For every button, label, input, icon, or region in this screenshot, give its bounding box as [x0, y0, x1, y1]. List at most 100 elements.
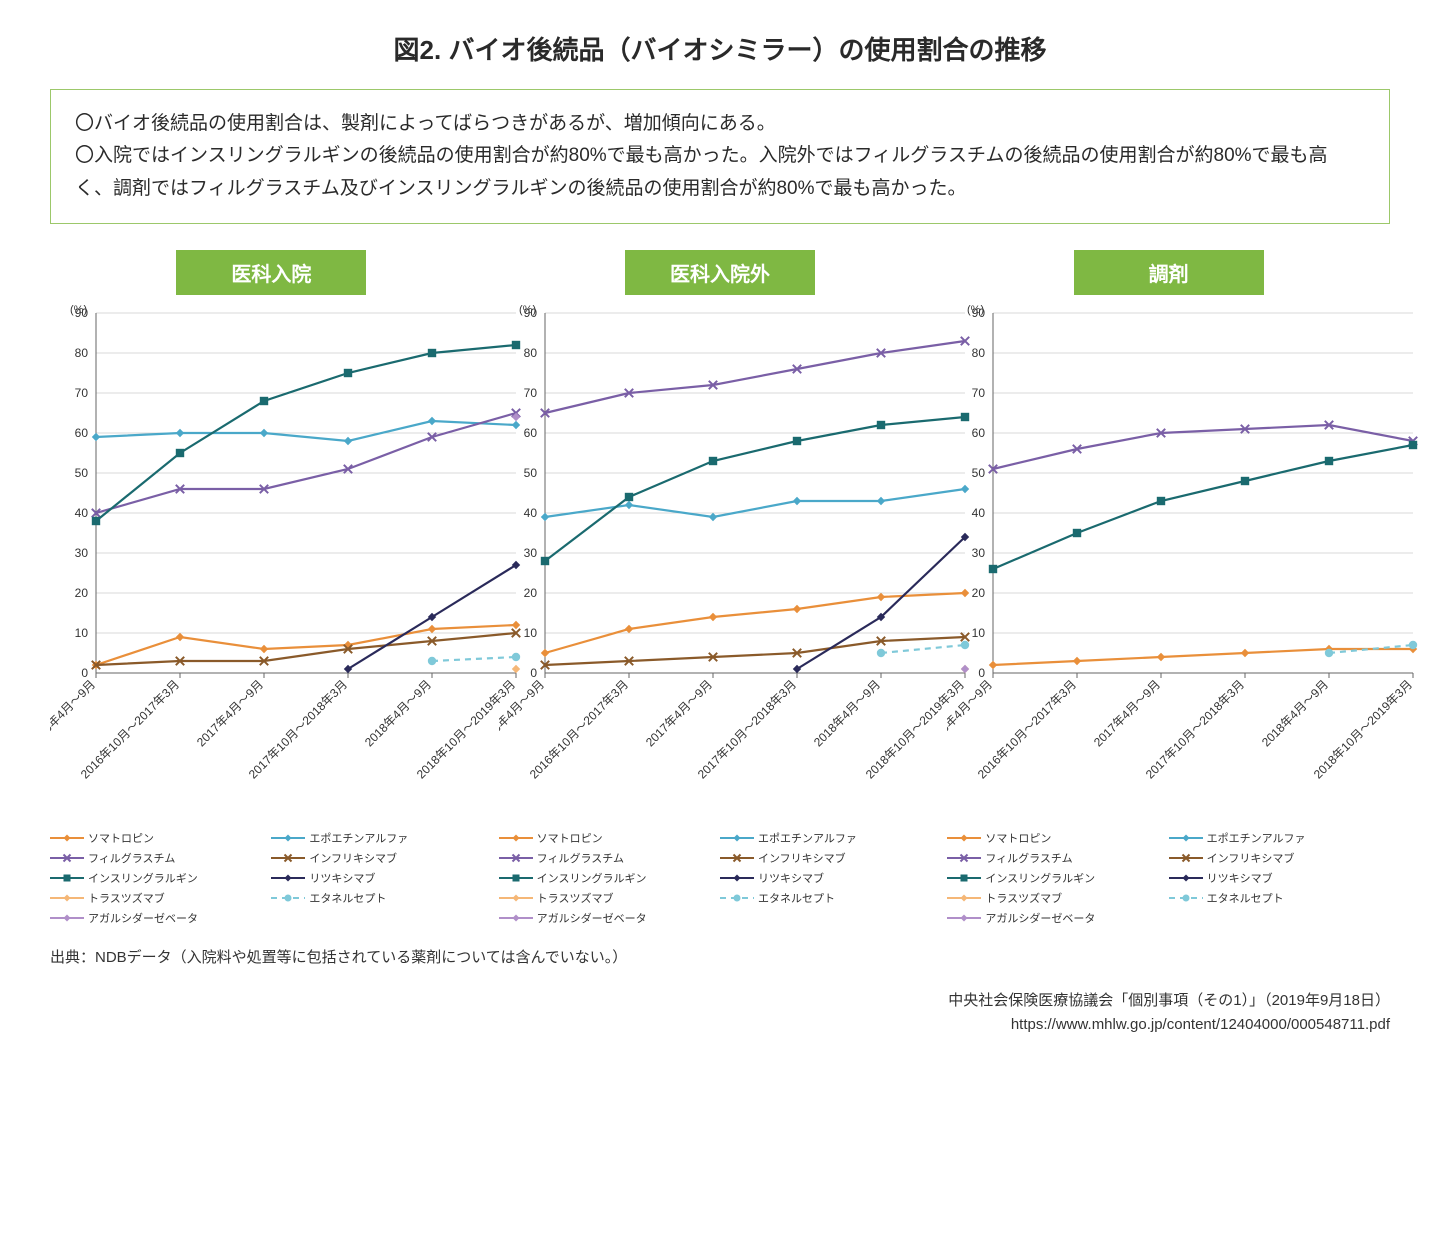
series-somatropin	[545, 593, 965, 653]
legend-item-insulin: インスリングラルギン	[499, 868, 720, 888]
legend-item-epoetin: エポエチンアルファ	[720, 828, 941, 848]
svg-text:20: 20	[523, 586, 537, 600]
legend-label-filgrastim: フィルグラスチム	[537, 850, 624, 866]
series-insulin	[993, 445, 1413, 569]
legend-label-infliximab: インフリキシマブ	[1207, 850, 1295, 866]
svg-text:10: 10	[75, 626, 89, 640]
panel-title-2: 調剤	[1074, 250, 1264, 295]
legend-2: ソマトロピン エポエチンアルファ フィルグラスチム インフリキシマブ インスリン…	[947, 828, 1390, 928]
series-filgrastim	[545, 341, 965, 413]
svg-text:2018年4月～9月: 2018年4月～9月	[362, 677, 434, 749]
series-somatropin	[96, 625, 516, 665]
legend-label-rituximab: リツキシマブ	[758, 870, 824, 886]
legend-swatch-etanercept	[1169, 892, 1203, 904]
legend-swatch-rituximab	[720, 872, 754, 884]
legend-item-filgrastim: フィルグラスチム	[499, 848, 720, 868]
panel-title-0: 医科入院	[176, 250, 366, 295]
summary-box: 〇バイオ後続品の使用割合は、製剤によってばらつきがあるが、増加傾向にある。 〇入…	[50, 89, 1390, 224]
legend-item-rituximab: リツキシマブ	[271, 868, 492, 888]
series-infliximab	[96, 633, 516, 665]
legend-swatch-rituximab	[271, 872, 305, 884]
legend-label-trastuzumab: トラスツズマブ	[985, 890, 1062, 906]
legend-label-rituximab: リツキシマブ	[309, 870, 375, 886]
citation-line-2: https://www.mhlw.go.jp/content/12404000/…	[50, 1013, 1390, 1037]
legend-label-etanercept: エタネルセプト	[309, 890, 386, 906]
legend-label-etanercept: エタネルセプト	[758, 890, 835, 906]
citation-line-1: 中央社会保険医療協議会「個別事項（その1）」（2019年9月18日）	[50, 989, 1390, 1013]
svg-text:30: 30	[523, 546, 537, 560]
svg-text:70: 70	[75, 386, 89, 400]
svg-text:2016年4月～9月: 2016年4月～9月	[499, 677, 547, 749]
svg-text:2016年10月～2017年3月: 2016年10月～2017年3月	[78, 677, 182, 781]
chart-panel-0: 医科入院 0102030405060708090(%)2016年4月～9月201…	[50, 250, 493, 928]
svg-text:60: 60	[75, 426, 89, 440]
legend-swatch-epoetin	[271, 832, 305, 844]
legend-item-agalsidase: アガルシダーゼベータ	[50, 908, 271, 928]
series-filgrastim	[993, 425, 1413, 469]
svg-text:40: 40	[523, 506, 537, 520]
legend-label-insulin: インスリングラルギン	[88, 870, 198, 886]
legend-swatch-insulin	[50, 872, 84, 884]
panel-title-1: 医科入院外	[625, 250, 815, 295]
legend-label-somatropin: ソマトロピン	[537, 830, 603, 846]
svg-text:2017年10月～2018年3月: 2017年10月～2018年3月	[695, 677, 799, 781]
legend-item-epoetin: エポエチンアルファ	[1169, 828, 1390, 848]
legend-swatch-infliximab	[720, 852, 754, 864]
legend-swatch-somatropin	[499, 832, 533, 844]
legend-item-insulin: インスリングラルギン	[50, 868, 271, 888]
svg-text:50: 50	[75, 466, 89, 480]
legend-item-trastuzumab: トラスツズマブ	[50, 888, 271, 908]
svg-text:50: 50	[972, 466, 986, 480]
svg-text:80: 80	[972, 346, 986, 360]
legend-label-agalsidase: アガルシダーゼベータ	[537, 910, 647, 926]
legend-1: ソマトロピン エポエチンアルファ フィルグラスチム インフリキシマブ インスリン…	[499, 828, 942, 928]
svg-text:40: 40	[75, 506, 89, 520]
summary-line-1: 〇バイオ後続品の使用割合は、製剤によってばらつきがあるが、増加傾向にある。	[75, 108, 1365, 140]
legend-0: ソマトロピン エポエチンアルファ フィルグラスチム インフリキシマブ インスリン…	[50, 828, 493, 928]
legend-swatch-trastuzumab	[50, 892, 84, 904]
svg-text:80: 80	[75, 346, 89, 360]
svg-text:10: 10	[972, 626, 986, 640]
legend-swatch-somatropin	[50, 832, 84, 844]
series-insulin	[545, 417, 965, 561]
legend-swatch-filgrastim	[50, 852, 84, 864]
legend-swatch-epoetin	[1169, 832, 1203, 844]
svg-text:2017年10月～2018年3月: 2017年10月～2018年3月	[246, 677, 350, 781]
legend-item-infliximab: インフリキシマブ	[720, 848, 941, 868]
svg-text:30: 30	[972, 546, 986, 560]
legend-label-filgrastim: フィルグラスチム	[88, 850, 175, 866]
legend-item-epoetin: エポエチンアルファ	[271, 828, 492, 848]
legend-item-rituximab: リツキシマブ	[720, 868, 941, 888]
svg-text:40: 40	[972, 506, 986, 520]
legend-label-epoetin: エポエチンアルファ	[758, 830, 857, 846]
legend-label-insulin: インスリングラルギン	[537, 870, 647, 886]
legend-item-somatropin: ソマトロピン	[499, 828, 720, 848]
svg-text:2018年10月～2019年3月: 2018年10月～2019年3月	[1311, 677, 1415, 781]
legend-swatch-filgrastim	[499, 852, 533, 864]
svg-text:2017年4月～9月: 2017年4月～9月	[643, 677, 715, 749]
svg-text:20: 20	[75, 586, 89, 600]
svg-text:2018年4月～9月: 2018年4月～9月	[811, 677, 883, 749]
svg-text:2018年4月～9月: 2018年4月～9月	[1259, 677, 1331, 749]
legend-label-insulin: インスリングラルギン	[985, 870, 1095, 886]
legend-label-filgrastim: フィルグラスチム	[985, 850, 1072, 866]
legend-label-somatropin: ソマトロピン	[985, 830, 1051, 846]
legend-item-filgrastim: フィルグラスチム	[947, 848, 1168, 868]
legend-item-rituximab: リツキシマブ	[1169, 868, 1390, 888]
legend-label-infliximab: インフリキシマブ	[758, 850, 846, 866]
svg-text:2017年4月～9月: 2017年4月～9月	[194, 677, 266, 749]
legend-label-infliximab: インフリキシマブ	[309, 850, 397, 866]
svg-text:(%): (%)	[519, 304, 536, 316]
series-filgrastim	[96, 413, 516, 513]
svg-text:10: 10	[523, 626, 537, 640]
legend-swatch-epoetin	[720, 832, 754, 844]
legend-swatch-agalsidase	[50, 912, 84, 924]
svg-text:80: 80	[523, 346, 537, 360]
svg-text:2016年4月～9月: 2016年4月～9月	[947, 677, 995, 749]
chart-panel-2: 調剤 0102030405060708090(%)2016年4月～9月2016年…	[947, 250, 1390, 928]
chart-1: 0102030405060708090(%)2016年4月～9月2016年10月…	[499, 303, 975, 818]
legend-label-somatropin: ソマトロピン	[88, 830, 154, 846]
series-infliximab	[545, 637, 965, 665]
chart-panel-1: 医科入院外 0102030405060708090(%)2016年4月～9月20…	[499, 250, 942, 928]
legend-item-etanercept: エタネルセプト	[1169, 888, 1390, 908]
